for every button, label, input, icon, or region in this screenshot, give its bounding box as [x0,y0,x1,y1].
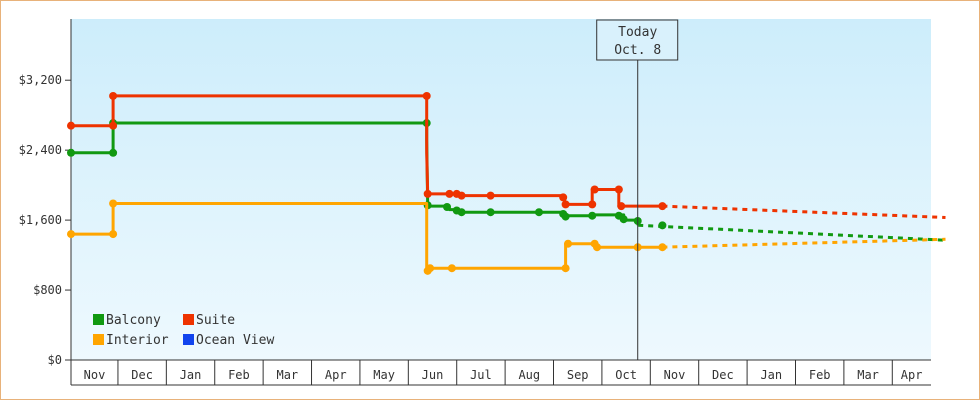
x-tick-label: Feb [228,368,250,382]
data-point [109,121,118,130]
data-point [658,221,667,230]
data-point [109,91,118,100]
x-tick-label: Nov [84,368,106,382]
x-tick-label: Nov [664,368,686,382]
x-tick-label: Feb [809,368,831,382]
data-point [457,191,466,200]
data-point [588,200,597,209]
today-label: Today [618,25,657,40]
data-point [658,202,667,211]
legend-swatch [93,314,104,325]
data-point [67,230,75,239]
x-tick-label: Jul [470,368,492,382]
data-point [109,148,118,157]
y-axis: $0 $800 $1,600 $2,400 $3,200 [19,19,72,367]
series-lines [67,91,946,275]
data-point [486,208,495,217]
data-point [564,239,573,248]
legend-swatch [93,334,104,345]
y-tick-label: $800 [33,283,62,297]
y-tick-label: $1,600 [19,213,62,227]
data-point [561,200,570,209]
data-point [457,208,466,217]
x-tick-label: Jan [760,368,782,382]
today-date: Oct. 8 [614,43,661,58]
x-tick-label: Apr [901,368,923,382]
x-tick-label: Mar [857,368,879,382]
x-tick-label: Sep [567,368,589,382]
data-point [588,211,597,220]
data-point [423,189,432,198]
plot-area [71,19,931,360]
data-point [590,185,599,194]
x-tick-label: Aug [518,368,540,382]
data-point [426,264,435,273]
series-projection-0 [638,223,946,242]
series-projection-1 [662,204,946,219]
today-marker: Today Oct. 8 [596,19,679,360]
x-axis: Nov Dec Jan Feb Mar Apr May Jun Jul Aug Sep Oct Nov D… [70,359,931,386]
x-tick-label: Jun [422,368,444,382]
data-point [443,202,452,211]
data-point [109,230,118,239]
data-point [445,189,454,198]
data-point [109,199,118,208]
data-point [67,148,75,157]
legend: Balcony Suite Interior Ocean View [93,313,274,348]
today-box [596,19,679,61]
legend-swatch [183,334,194,345]
data-point [486,191,495,200]
x-tick-label: Apr [325,368,347,382]
series-projection-2 [662,237,946,249]
legend-label: Interior [106,333,169,348]
y-tick-label: $0 [48,353,62,367]
data-point [593,243,602,252]
legend-swatch [183,314,194,325]
data-point [619,215,628,224]
legend-label: Suite [196,313,235,328]
data-point [422,91,431,100]
data-point [559,193,568,202]
data-point [561,264,570,273]
y-tick-label: $3,200 [19,73,62,87]
x-tick-label: Mar [276,368,298,382]
x-tick-label: Dec [712,368,734,382]
x-tick-label: Jan [180,368,202,382]
data-point [67,121,75,130]
data-point [614,185,623,194]
x-tick-label: Dec [131,368,153,382]
data-point [534,208,543,217]
data-point [658,243,667,252]
data-point [561,212,570,221]
y-tick-label: $2,400 [19,143,62,157]
data-point [617,202,626,211]
data-point [447,264,456,273]
legend-label: Ocean View [196,333,274,348]
x-tick-label: May [373,368,395,382]
legend-label: Balcony [106,313,161,328]
x-tick-label: Oct [615,368,637,382]
